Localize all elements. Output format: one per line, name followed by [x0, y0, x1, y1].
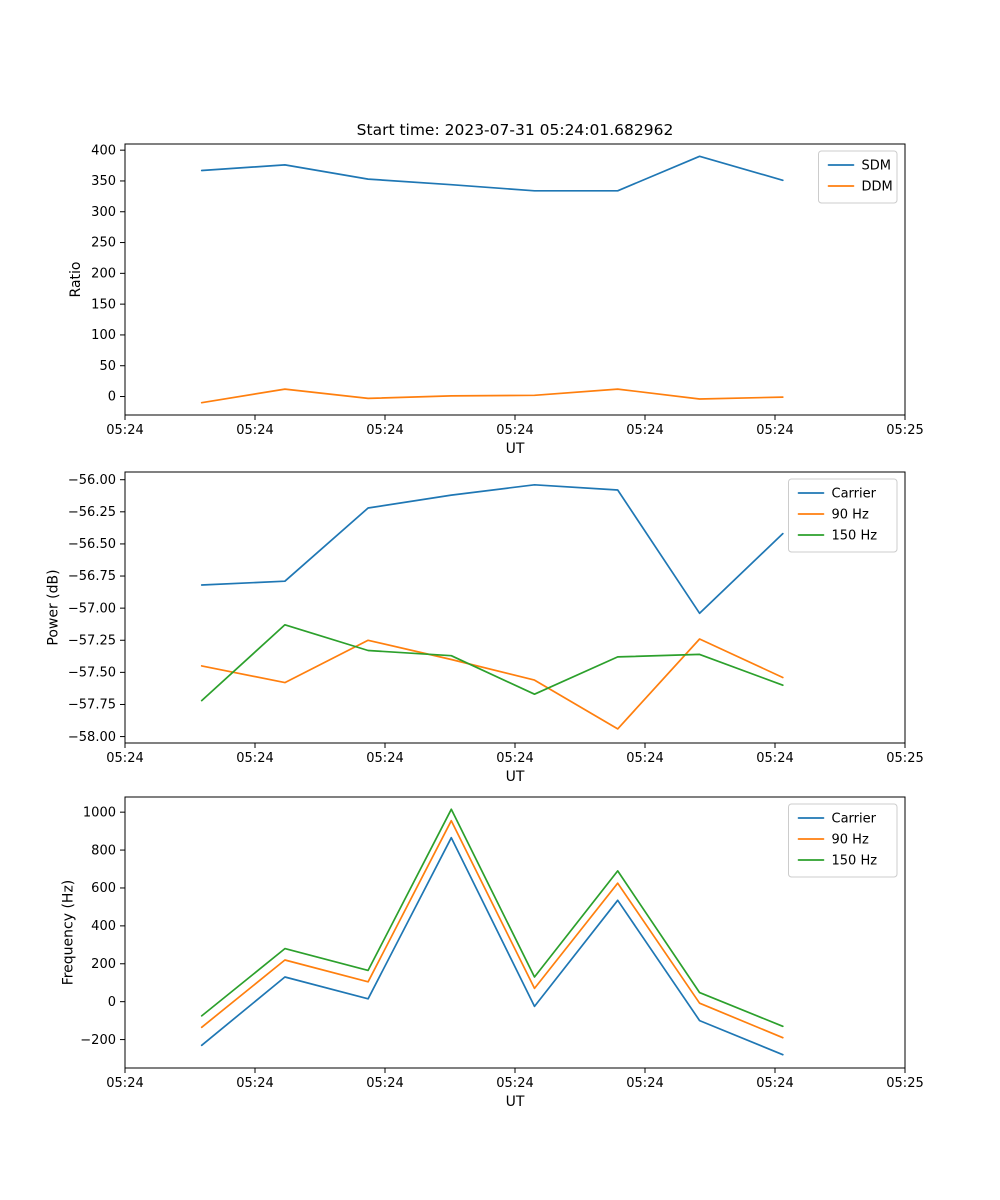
y-tick-label: −56.00 — [68, 473, 116, 488]
legend-box — [788, 803, 898, 878]
y-tick-label: 600 — [91, 881, 116, 896]
legend-box — [788, 478, 898, 553]
y-tick-label: 400 — [91, 919, 116, 934]
legend-label: 150 Hz — [832, 854, 878, 869]
y-tick-label: −56.50 — [68, 537, 116, 552]
x-tick-label: 05:25 — [886, 1076, 923, 1091]
x-tick-label: 05:24 — [756, 1076, 793, 1091]
y-tick-label: 200 — [91, 267, 116, 282]
y-tick-label: 0 — [108, 995, 116, 1010]
y-axis-label: Frequency (Hz) — [61, 880, 77, 986]
y-tick-label: −57.75 — [68, 698, 116, 713]
y-tick-label: 150 — [91, 297, 116, 312]
legend-label: 90 Hz — [832, 508, 869, 523]
y-tick-label: 50 — [99, 359, 116, 374]
series-line-carrier — [200, 483, 784, 615]
y-tick-label: 800 — [91, 843, 116, 858]
x-tick-label: 05:24 — [496, 423, 533, 438]
x-tick-label: 05:24 — [496, 1076, 533, 1091]
legend-label: 90 Hz — [832, 833, 869, 848]
x-tick-label: 05:24 — [366, 751, 403, 766]
legend-label: 150 Hz — [832, 529, 878, 544]
legend-box — [818, 150, 898, 204]
y-tick-label: −56.75 — [68, 569, 116, 584]
y-tick-label: 0 — [108, 390, 116, 405]
series-line-90-hz — [200, 819, 784, 1039]
x-tick-label: 05:24 — [626, 423, 663, 438]
y-tick-label: −57.25 — [68, 633, 116, 648]
series-line-ddm — [200, 388, 784, 404]
legend-label: SDM — [862, 159, 891, 174]
y-axis-label: Ratio — [68, 262, 84, 298]
x-axis-label: UT — [506, 769, 525, 785]
x-axis-label: UT — [506, 1094, 525, 1110]
x-tick-label: 05:24 — [756, 751, 793, 766]
x-tick-label: 05:24 — [626, 1076, 663, 1091]
x-tick-label: 05:25 — [886, 423, 923, 438]
x-axis-label: UT — [506, 441, 525, 457]
y-tick-label: 250 — [91, 236, 116, 251]
figure-title: Start time: 2023-07-31 05:24:01.682962 — [356, 121, 674, 139]
y-tick-label: −58.00 — [68, 730, 116, 745]
series-line-carrier — [200, 836, 784, 1056]
y-tick-label: −57.00 — [68, 601, 116, 616]
x-tick-label: 05:24 — [106, 423, 143, 438]
x-tick-label: 05:24 — [366, 423, 403, 438]
series-line-150-hz — [200, 808, 784, 1028]
x-tick-label: 05:24 — [756, 423, 793, 438]
x-tick-label: 05:24 — [366, 1076, 403, 1091]
x-tick-label: 05:24 — [626, 751, 663, 766]
x-tick-label: 05:24 — [496, 751, 533, 766]
y-tick-label: −57.50 — [68, 666, 116, 681]
legend-label: DDM — [862, 180, 893, 195]
y-tick-label: 100 — [91, 328, 116, 343]
x-tick-label: 05:24 — [236, 751, 273, 766]
y-tick-label: 350 — [91, 174, 116, 189]
y-tick-label: −56.25 — [68, 505, 116, 520]
x-tick-label: 05:24 — [236, 1076, 273, 1091]
series-line-150-hz — [200, 623, 784, 702]
series-line-sdm — [200, 155, 784, 192]
legend-label: Carrier — [832, 487, 877, 502]
y-tick-label: 200 — [91, 957, 116, 972]
y-tick-label: 400 — [91, 143, 116, 158]
y-tick-label: 300 — [91, 205, 116, 220]
x-tick-label: 05:24 — [106, 751, 143, 766]
x-tick-label: 05:24 — [236, 423, 273, 438]
y-tick-label: −200 — [80, 1033, 116, 1048]
y-tick-label: 1000 — [83, 805, 116, 820]
x-tick-label: 05:25 — [886, 751, 923, 766]
x-tick-label: 05:24 — [106, 1076, 143, 1091]
y-axis-label: Power (dB) — [45, 569, 61, 645]
legend-label: Carrier — [832, 812, 877, 827]
